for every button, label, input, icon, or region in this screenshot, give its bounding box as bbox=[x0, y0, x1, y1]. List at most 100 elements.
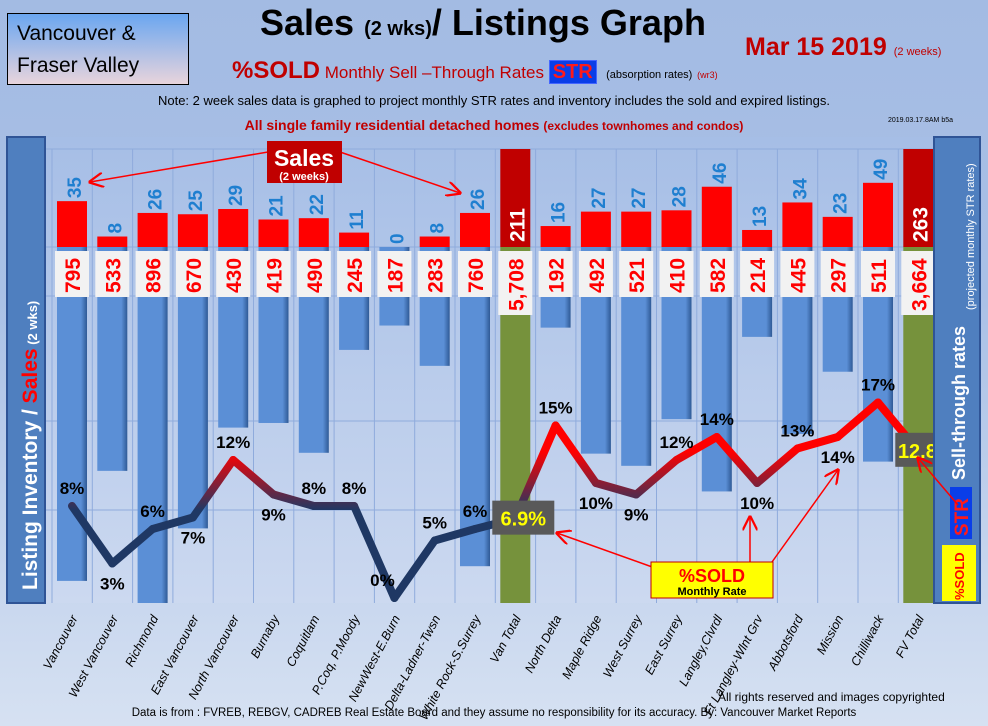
str-line-segment bbox=[753, 444, 802, 487]
sold-callout-sub: Monthly Rate bbox=[677, 586, 746, 598]
region-line-1: Vancouver & bbox=[17, 22, 136, 45]
str-value-label: 17% bbox=[861, 376, 895, 395]
str-value-label: 7% bbox=[181, 529, 206, 548]
sales-value-label: 211 bbox=[506, 208, 529, 242]
title-period: (2 wks) bbox=[364, 18, 432, 40]
str-value-label: 5% bbox=[422, 514, 447, 533]
subtitle-rates: Monthly Sell –Through Rates bbox=[320, 63, 549, 82]
x-axis-label: Vancouver bbox=[40, 612, 81, 672]
inventory-value-label: 5,708 bbox=[505, 258, 528, 311]
sales-value-label: 35 bbox=[65, 177, 86, 199]
sales-value-label: 263 bbox=[909, 207, 932, 242]
str-line-segment bbox=[833, 398, 882, 441]
sales-bar bbox=[742, 229, 773, 247]
sold-badge-text: %SOLD bbox=[952, 552, 967, 600]
sales-bar bbox=[701, 186, 732, 247]
str-line-segment bbox=[108, 525, 157, 568]
sales-callout bbox=[267, 141, 342, 183]
str-line-segment bbox=[793, 433, 842, 453]
sales-value-label: 21 bbox=[267, 195, 288, 217]
str-line-segment bbox=[591, 479, 641, 499]
str-value-label: 6% bbox=[140, 502, 165, 521]
x-axis-label: West Surrey bbox=[600, 612, 645, 680]
inventory-bar bbox=[460, 247, 490, 567]
str-value-label: 8% bbox=[302, 479, 327, 498]
sales-bar bbox=[822, 216, 853, 247]
inventory-value-label: 896 bbox=[143, 258, 166, 293]
sales-value-label: 22 bbox=[307, 194, 328, 215]
str-value-label: 10% bbox=[579, 494, 613, 513]
str-value-label: 9% bbox=[261, 506, 286, 525]
inventory-value-label: 511 bbox=[868, 259, 891, 293]
inventory-value-label: 670 bbox=[183, 258, 206, 293]
inventory-label-box bbox=[256, 251, 291, 297]
inventory-label-box bbox=[538, 251, 573, 297]
inventory-value-label: 445 bbox=[787, 258, 810, 293]
str-value-label: 10% bbox=[740, 494, 774, 513]
x-axis-label: Richmond bbox=[122, 612, 161, 669]
sales-value-label: 46 bbox=[710, 163, 731, 184]
title-rest: / Listings Graph bbox=[431, 2, 706, 43]
x-axis-label: Van Total bbox=[487, 612, 524, 665]
inventory-value-label: 192 bbox=[546, 258, 569, 293]
sales-bar bbox=[903, 149, 933, 247]
str-value-label: 8% bbox=[60, 479, 85, 498]
str-badge bbox=[950, 487, 972, 539]
inventory-label-box bbox=[659, 251, 694, 297]
str-line-segment bbox=[350, 502, 399, 602]
sold-arrow-mission bbox=[771, 470, 838, 563]
subtitle-sold: %SOLD bbox=[232, 57, 321, 84]
scope-main: All single family residential detached h… bbox=[244, 117, 544, 133]
str-line-segment bbox=[712, 433, 762, 487]
sold-callout-title: %SOLD bbox=[679, 566, 745, 586]
subtitle-absorption: (absorption rates) bbox=[606, 69, 693, 81]
sales-value-label: 27 bbox=[589, 187, 610, 208]
str-badge-text: STR bbox=[952, 498, 973, 536]
inventory-labels: 795 533 896 670 430 419 490 245 187 283 760 5,708 19… bbox=[55, 251, 936, 315]
inventory-label-box bbox=[417, 251, 452, 297]
sales-value-label: 0 bbox=[387, 233, 408, 244]
str-arrow-fvtotal bbox=[918, 458, 959, 506]
sales-bar bbox=[540, 226, 571, 247]
str-value-label: 6% bbox=[463, 502, 488, 521]
sales-value-label: 29 bbox=[226, 185, 247, 206]
scope-small: (excludes townhomes and condos) bbox=[543, 119, 744, 133]
sales-value-label: 49 bbox=[871, 159, 892, 180]
subtitle-str-badge: STR bbox=[548, 60, 597, 84]
sales-bar bbox=[177, 214, 208, 247]
str-line bbox=[68, 398, 923, 602]
left-axis-panel bbox=[6, 136, 46, 604]
inventory-label-box bbox=[135, 251, 170, 297]
str-line-segment bbox=[390, 536, 439, 602]
inventory-label-box bbox=[901, 251, 936, 315]
note-text: Note: 2 week sales data is graphed to pr… bbox=[157, 93, 831, 108]
sales-labels: 35 8 26 25 29 21 22 11 0 8 26 211 16 27 27 28 46 13 34 23 49… bbox=[65, 159, 932, 244]
right-axis-note: (projected monthly STR rates) bbox=[965, 163, 977, 310]
str-value-label: 14% bbox=[821, 448, 855, 467]
sales-bar bbox=[661, 210, 692, 247]
region-line-2: Fraser Valley bbox=[17, 54, 140, 77]
str-line-segment bbox=[672, 433, 721, 464]
str-line-segment bbox=[188, 456, 238, 522]
inventory-value-label: 760 bbox=[465, 258, 488, 293]
inventory-label-box bbox=[578, 251, 613, 297]
sales-bar bbox=[57, 201, 87, 247]
sales-value-label: 27 bbox=[629, 187, 650, 208]
right-axis-label: Sell-through rates bbox=[949, 326, 969, 480]
region-label-box: Vancouver & Fraser Valley bbox=[7, 13, 189, 85]
str-value-label: 9% bbox=[624, 506, 649, 525]
inventory-value-label: 214 bbox=[747, 258, 770, 293]
sales-value-label: 26 bbox=[468, 189, 489, 210]
inventory-label-box bbox=[861, 251, 895, 297]
str-line-segment bbox=[229, 456, 278, 499]
inventory-value-label: 3,664 bbox=[908, 258, 931, 311]
str-value-label: 13% bbox=[780, 422, 814, 441]
str-value-label: 15% bbox=[539, 399, 573, 418]
x-axis-label: Abbotsford bbox=[765, 612, 807, 674]
version-stamp: 2019.03.17.8AM b5a bbox=[888, 117, 953, 124]
sold-callout bbox=[650, 561, 774, 599]
inventory-value-label: 492 bbox=[586, 258, 609, 293]
sales-bar bbox=[460, 212, 490, 247]
inventory-label-box bbox=[337, 251, 372, 297]
